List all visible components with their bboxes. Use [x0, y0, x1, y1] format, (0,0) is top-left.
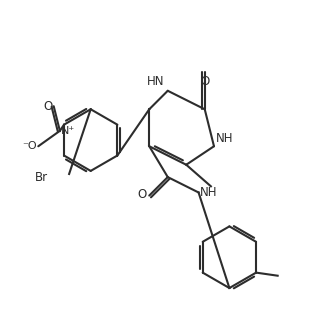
Text: NH: NH [200, 186, 217, 199]
Text: O: O [43, 100, 52, 113]
Text: Br: Br [35, 170, 48, 183]
Text: O: O [137, 188, 146, 201]
Text: O: O [200, 75, 209, 88]
Text: N⁺: N⁺ [61, 126, 75, 136]
Text: ⁻O: ⁻O [22, 141, 37, 151]
Text: HN: HN [147, 75, 165, 88]
Text: NH: NH [216, 132, 233, 145]
